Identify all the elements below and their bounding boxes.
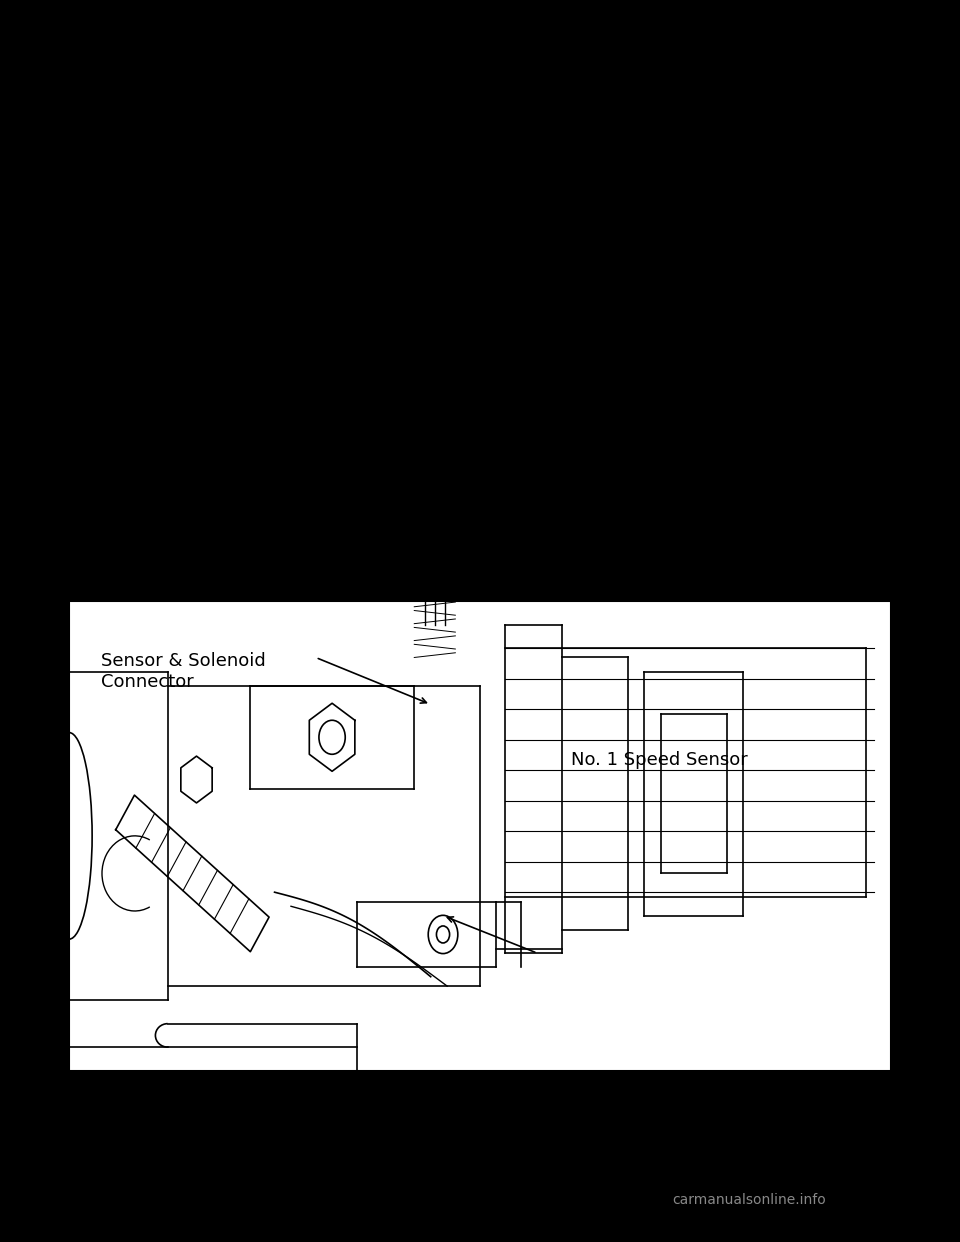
Text: Sensor & Solenoid
Connector: Sensor & Solenoid Connector xyxy=(101,652,266,691)
Text: 95G20640: 95G20640 xyxy=(74,1083,154,1098)
Bar xyxy=(69,601,891,1071)
Text: No. 1 Speed Sensor: No. 1 Speed Sensor xyxy=(571,751,748,769)
Text: carmanualsonline.info: carmanualsonline.info xyxy=(672,1194,826,1207)
